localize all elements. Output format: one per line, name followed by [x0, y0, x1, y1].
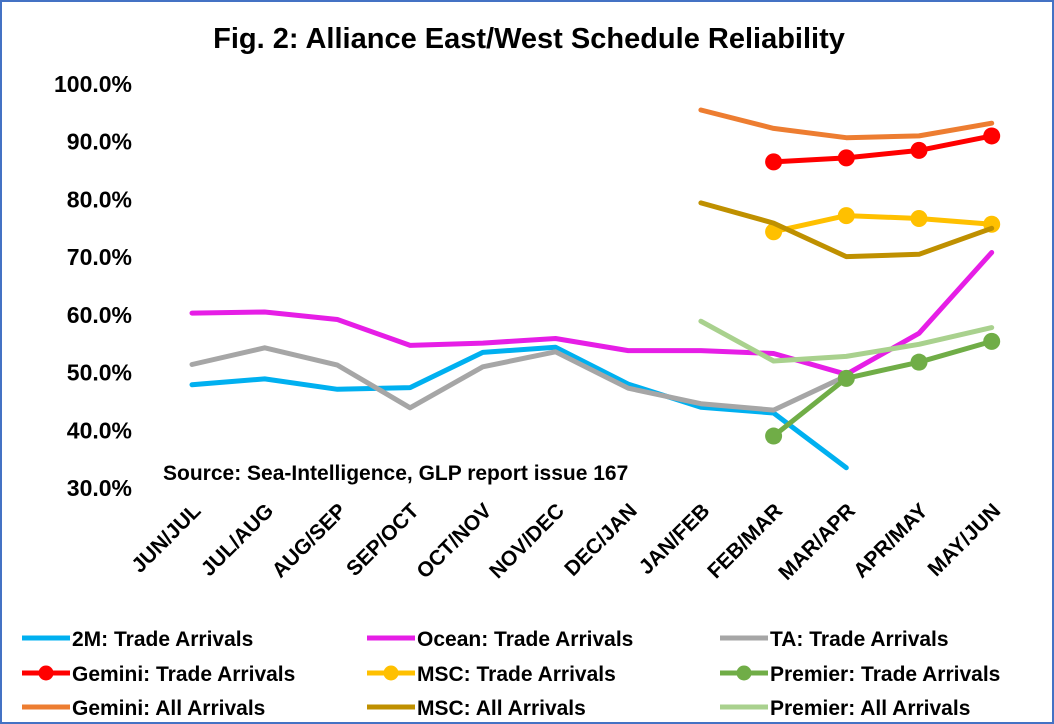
x-tick-label: DEC/JAN: [560, 499, 641, 580]
series-5: [765, 332, 1001, 445]
y-axis-ticks: 100.0% 90.0% 80.0% 70.0% 60.0% 50.0% 40.0% 30.0…: [54, 71, 132, 501]
legend-label: MSC: All Arrivals: [417, 697, 586, 720]
legend-item: 2M: Trade Arrivals: [22, 628, 253, 651]
y-tick-label: 70.0%: [67, 244, 132, 270]
y-tick-label: 50.0%: [67, 360, 132, 386]
y-tick-label: 80.0%: [67, 186, 132, 212]
x-tick-label: FEB/MAR: [703, 499, 787, 583]
legend-marker: [383, 665, 399, 681]
data-point: [910, 141, 928, 159]
legend-item: Premier: All Arrivals: [720, 697, 970, 720]
x-tick-label: NOV/DEC: [485, 499, 569, 583]
legend-label: Gemini: Trade Arrivals: [72, 663, 295, 686]
series-line: [698, 200, 995, 260]
legend-marker: [38, 665, 54, 681]
data-point: [910, 209, 928, 227]
data-point: [837, 207, 855, 225]
legend-item: Premier: Trade Arrivals: [720, 663, 1000, 686]
data-point: [983, 332, 1001, 350]
series-line: [189, 250, 995, 377]
series-2: [189, 345, 849, 413]
x-axis-ticks: JUN/JULJUL/AUGAUG/SEPSEP/OCTOCT/NOVNOV/D…: [127, 499, 1005, 585]
legend-label: Premier: Trade Arrivals: [770, 663, 1000, 686]
data-point: [765, 153, 783, 171]
legend-label: MSC: Trade Arrivals: [417, 663, 616, 686]
series-line: [698, 318, 995, 364]
x-tick-label: AUG/SEP: [268, 499, 351, 582]
x-tick-label: SEP/OCT: [342, 499, 424, 581]
legend-item: TA: Trade Arrivals: [720, 628, 949, 651]
legend-item: MSC: Trade Arrivals: [367, 663, 616, 686]
y-tick-label: 40.0%: [67, 417, 132, 443]
series-3: [765, 127, 1001, 171]
x-tick-label: MAR/APR: [774, 499, 860, 585]
series-6: [698, 107, 995, 141]
data-point: [837, 369, 855, 387]
y-tick-label: 60.0%: [67, 302, 132, 328]
y-tick-label: 90.0%: [67, 129, 132, 155]
series-0: [189, 344, 849, 471]
legend: 2M: Trade Arrivals Ocean: Trade Arrivals T…: [22, 628, 1000, 720]
legend-marker: [736, 665, 752, 681]
series-line: [698, 107, 995, 141]
legend-label: Gemini: All Arrivals: [72, 697, 265, 720]
x-tick-label: APR/MAY: [849, 499, 932, 582]
data-point: [765, 427, 783, 445]
legend-label: Premier: All Arrivals: [770, 697, 970, 720]
legend-label: Ocean: Trade Arrivals: [417, 628, 633, 651]
source-annotation: Source: Sea-Intelligence, GLP report iss…: [163, 462, 628, 485]
legend-label: TA: Trade Arrivals: [770, 628, 949, 651]
series-lines: [189, 107, 1001, 471]
y-tick-label: 30.0%: [67, 475, 132, 501]
series-line: [189, 344, 849, 471]
data-point: [910, 353, 928, 371]
series-line: [189, 345, 849, 413]
x-tick-label: MAY/JUN: [923, 499, 1005, 581]
data-point: [837, 149, 855, 167]
series-line: [771, 133, 995, 165]
series-line: [771, 338, 995, 439]
legend-item: Ocean: Trade Arrivals: [367, 628, 633, 651]
chart-title: Fig. 2: Alliance East/West Schedule Reli…: [213, 23, 845, 55]
x-tick-label: JUL/AUG: [197, 499, 278, 580]
legend-item: Gemini: Trade Arrivals: [22, 663, 295, 686]
data-point: [983, 127, 1001, 145]
series-8: [698, 318, 995, 364]
series-7: [698, 200, 995, 260]
x-tick-label: JUN/JUL: [127, 499, 205, 577]
legend-label: 2M: Trade Arrivals: [72, 628, 253, 651]
series-1: [189, 250, 995, 377]
legend-item: MSC: All Arrivals: [367, 697, 586, 720]
series-line: [771, 213, 995, 235]
y-tick-label: 100.0%: [54, 71, 132, 97]
legend-item: Gemini: All Arrivals: [22, 697, 265, 720]
x-tick-label: OCT/NOV: [412, 499, 496, 583]
